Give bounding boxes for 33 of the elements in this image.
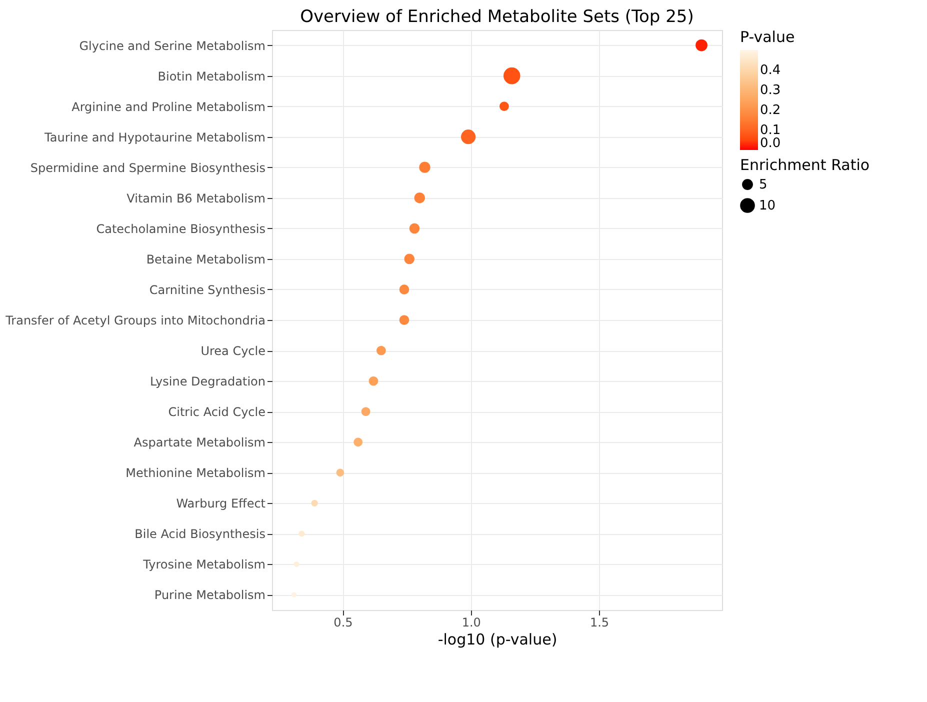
legend-label: 5 xyxy=(759,178,768,192)
color-bar-label: 0.1 xyxy=(760,123,781,138)
color-bar-title: P-value xyxy=(740,28,795,46)
color-bar-label: 0.4 xyxy=(760,63,781,78)
y-tick-label: Lysine Degradation xyxy=(150,374,266,389)
chart-title: Overview of Enriched Metabolite Sets (Top 25) xyxy=(300,7,694,27)
y-tick-label: Tyrosine Metabolism xyxy=(142,558,266,572)
y-tick-label: Betaine Metabolism xyxy=(146,252,266,266)
color-bar-label: 0.2 xyxy=(760,103,781,118)
y-tick-label: Arginine and Proline Metabolism xyxy=(72,100,266,114)
y-tick-label: Methionine Metabolism xyxy=(126,466,266,480)
y-tick-label: Urea Cycle xyxy=(200,344,266,358)
x-tick-label: 0.5 xyxy=(334,616,353,630)
y-tick-label: Taurine and Hypotaurine Metabolism xyxy=(44,130,266,144)
color-bar-label: 0.0 xyxy=(760,136,781,151)
y-tick-label: Citric Acid Cycle xyxy=(168,405,266,420)
y-tick-label: Transfer of Acetyl Groups into Mitochondria xyxy=(4,314,266,328)
y-tick-label: Biotin Metabolism xyxy=(158,69,266,84)
y-tick-label: Vitamin B6 Metabolism xyxy=(126,191,266,206)
x-tick-label: 1.5 xyxy=(590,616,610,630)
x-axis-title: -log10 (p-value) xyxy=(438,630,558,648)
y-tick-label: Spermidine and Spermine Biosynthesis xyxy=(30,160,266,175)
y-tick-label: Glycine and Serine Metabolism xyxy=(79,38,266,53)
legend-title: Enrichment Ratio xyxy=(740,156,870,174)
y-tick-label: Catecholamine Biosynthesis xyxy=(96,222,266,236)
color-bar-label: 0.3 xyxy=(760,83,781,98)
y-tick-label: Aspartate Metabolism xyxy=(134,436,266,450)
y-tick-label: Bile Acid Biosynthesis xyxy=(134,527,266,542)
y-tick-label: Warburg Effect xyxy=(176,496,266,511)
legend-label: 10 xyxy=(759,198,776,214)
x-tick-label: 1.0 xyxy=(462,616,481,630)
y-tick-label: Carnitine Synthesis xyxy=(149,282,266,297)
y-tick-label: Purine Metabolism xyxy=(154,588,266,602)
